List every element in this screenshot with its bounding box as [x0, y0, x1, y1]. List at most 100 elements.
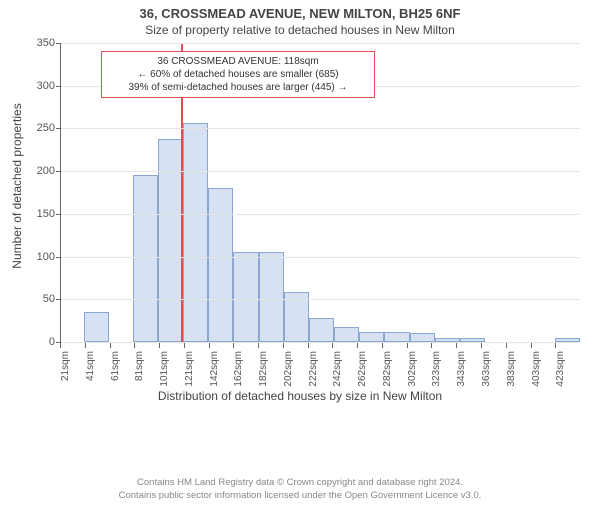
- grid-line: [61, 214, 580, 215]
- bar: [233, 252, 258, 342]
- x-tick-label: 222sqm: [308, 351, 319, 387]
- x-tick-label: 202sqm: [283, 351, 294, 387]
- bar: [410, 333, 435, 342]
- bar: [84, 312, 109, 342]
- chart-container: 36 CROSSMEAD AVENUE: 118sqm← 60% of deta…: [60, 43, 580, 383]
- x-tick: 222sqm: [308, 343, 333, 383]
- grid-line: [61, 43, 580, 44]
- x-tick-mark: [382, 343, 383, 348]
- x-tick-mark: [531, 343, 532, 348]
- bar: [309, 318, 334, 342]
- x-tick: 383sqm: [506, 343, 531, 383]
- y-tick-mark: [56, 128, 61, 129]
- page-title: 36, CROSSMEAD AVENUE, NEW MILTON, BH25 6…: [0, 6, 600, 21]
- bar: [259, 252, 284, 342]
- y-tick-mark: [56, 257, 61, 258]
- y-tick-mark: [56, 86, 61, 87]
- x-tick-label: 262sqm: [357, 351, 368, 387]
- bar: [133, 175, 158, 342]
- x-tick: 41sqm: [85, 343, 110, 383]
- y-tick-label: 300: [37, 80, 55, 92]
- plot-area: 36 CROSSMEAD AVENUE: 118sqm← 60% of deta…: [60, 43, 580, 343]
- x-tick-mark: [506, 343, 507, 348]
- x-tick-label: 403sqm: [531, 351, 542, 387]
- x-tick: 81sqm: [134, 343, 159, 383]
- x-tick-label: 121sqm: [184, 351, 195, 387]
- y-tick-label: 50: [43, 293, 55, 305]
- x-tick: 101sqm: [159, 343, 184, 383]
- x-tick-label: 21sqm: [60, 351, 71, 381]
- grid-line: [61, 171, 580, 172]
- x-tick: 202sqm: [283, 343, 308, 383]
- x-tick-mark: [555, 343, 556, 348]
- x-tick-mark: [481, 343, 482, 348]
- bar: [158, 139, 183, 342]
- y-axis-label: Number of detached properties: [10, 103, 24, 268]
- x-tick-label: 302sqm: [407, 351, 418, 387]
- x-tick-mark: [357, 343, 358, 348]
- footer: Contains HM Land Registry data © Crown c…: [0, 477, 600, 502]
- x-axis-label: Distribution of detached houses by size …: [0, 389, 600, 403]
- x-tick-mark: [184, 343, 185, 348]
- x-tick: 282sqm: [382, 343, 407, 383]
- x-tick-mark: [332, 343, 333, 348]
- y-tick-label: 200: [37, 165, 55, 177]
- grid-line: [61, 128, 580, 129]
- x-tick-label: 282sqm: [382, 351, 393, 387]
- y-tick-mark: [56, 214, 61, 215]
- x-tick-mark: [209, 343, 210, 348]
- x-tick-mark: [258, 343, 259, 348]
- x-tick: 242sqm: [332, 343, 357, 383]
- x-tick-mark: [159, 343, 160, 348]
- bar: [183, 123, 208, 342]
- bar: [359, 332, 384, 342]
- x-tick-label: 61sqm: [110, 351, 121, 381]
- x-tick-mark: [431, 343, 432, 348]
- x-tick-label: 383sqm: [506, 351, 517, 387]
- x-tick-label: 423sqm: [555, 351, 566, 387]
- x-tick: 423sqm: [555, 343, 580, 383]
- x-tick: 142sqm: [209, 343, 234, 383]
- x-tick: 363sqm: [481, 343, 506, 383]
- x-tick-mark: [134, 343, 135, 348]
- x-tick: 61sqm: [110, 343, 135, 383]
- annotation-line: 36 CROSSMEAD AVENUE: 118sqm: [108, 55, 368, 68]
- x-tick-mark: [110, 343, 111, 348]
- x-tick: 323sqm: [431, 343, 456, 383]
- x-tick-label: 182sqm: [258, 351, 269, 387]
- x-tick: 403sqm: [531, 343, 556, 383]
- x-tick-mark: [407, 343, 408, 348]
- x-tick: 162sqm: [233, 343, 258, 383]
- page-subtitle: Size of property relative to detached ho…: [0, 23, 600, 37]
- x-tick-label: 162sqm: [233, 351, 244, 387]
- annotation-box: 36 CROSSMEAD AVENUE: 118sqm← 60% of deta…: [101, 51, 375, 98]
- y-tick-label: 150: [37, 208, 55, 220]
- x-tick-mark: [60, 343, 61, 348]
- y-tick-label: 250: [37, 122, 55, 134]
- x-tick: 343sqm: [456, 343, 481, 383]
- x-tick: 302sqm: [407, 343, 432, 383]
- x-tick-label: 323sqm: [431, 351, 442, 387]
- y-tick-label: 100: [37, 251, 55, 263]
- x-tick-label: 142sqm: [209, 351, 220, 387]
- x-tick: 121sqm: [184, 343, 209, 383]
- y-tick-label: 350: [37, 37, 55, 49]
- x-tick-mark: [85, 343, 86, 348]
- footer-line-2: Contains public sector information licen…: [0, 490, 600, 502]
- y-tick-mark: [56, 43, 61, 44]
- x-tick-mark: [283, 343, 284, 348]
- x-tick-label: 343sqm: [456, 351, 467, 387]
- x-tick-mark: [233, 343, 234, 348]
- annotation-line: 39% of semi-detached houses are larger (…: [108, 81, 368, 94]
- bar: [334, 327, 359, 342]
- grid-line: [61, 257, 580, 258]
- y-tick-mark: [56, 171, 61, 172]
- x-tick: 182sqm: [258, 343, 283, 383]
- x-tick: 262sqm: [357, 343, 382, 383]
- x-tick-label: 363sqm: [481, 351, 492, 387]
- x-tick-label: 242sqm: [332, 351, 343, 387]
- x-ticks-group: 21sqm 41sqm 61sqm 81sqm 101sqm121sqm142sqm16…: [60, 343, 580, 383]
- y-tick-mark: [56, 299, 61, 300]
- x-tick-label: 81sqm: [134, 351, 145, 381]
- x-tick-label: 41sqm: [85, 351, 96, 381]
